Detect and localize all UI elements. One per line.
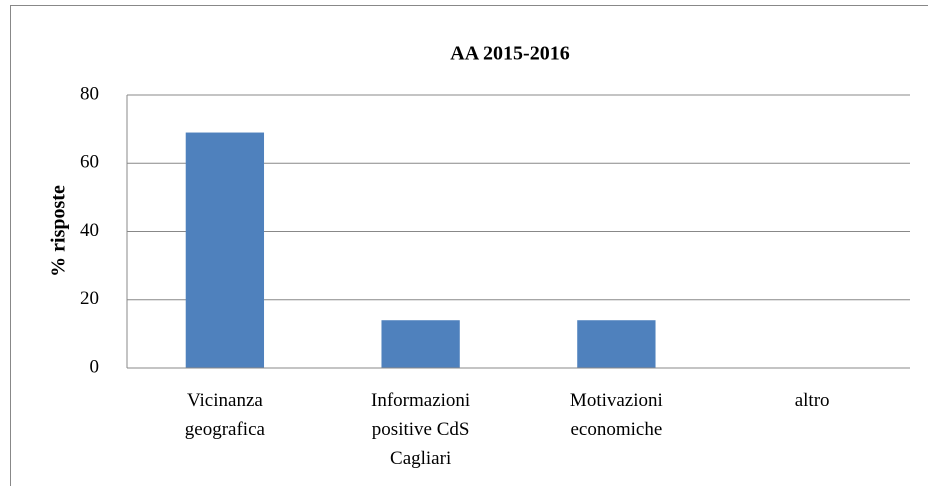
x-tick-label: Motivazioni economiche xyxy=(570,390,663,440)
y-tick-label: 40 xyxy=(80,220,99,241)
y-tick-label: 0 xyxy=(90,356,100,377)
y-tick-label: 60 xyxy=(80,152,99,173)
x-tick-label-line: Informazioni xyxy=(371,390,470,411)
x-tick-label-line: altro xyxy=(795,390,830,411)
bar xyxy=(577,320,656,368)
x-tick-label-line: economiche xyxy=(570,419,662,440)
x-tick-label-line: Cagliari xyxy=(390,448,451,469)
bar xyxy=(185,132,265,368)
chart-title: AA 2015-2016 xyxy=(450,43,569,65)
y-axis-label: % risposte xyxy=(48,185,70,277)
chart-border xyxy=(10,5,928,486)
x-tick-label-line: Vicinanza xyxy=(187,390,263,411)
x-tick-label: Informazioni positive CdS Cagliari xyxy=(371,390,470,469)
y-tick-label: 80 xyxy=(80,83,99,104)
y-tick-label: 20 xyxy=(80,288,99,309)
bar xyxy=(381,320,460,368)
x-tick-label-line: Motivazioni xyxy=(570,390,663,411)
x-tick-label-line: geografica xyxy=(185,419,266,440)
x-tick-label: Vicinanza geografica xyxy=(185,390,266,440)
x-tick-label: altro xyxy=(795,390,830,411)
x-tick-label-line: positive CdS xyxy=(372,419,470,440)
